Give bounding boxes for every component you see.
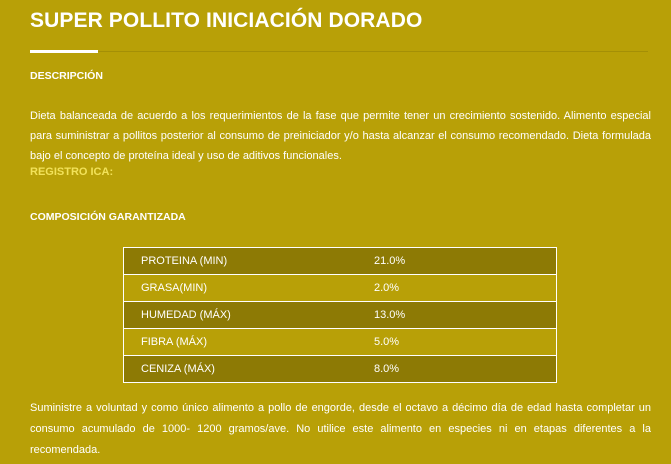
table-row: GRASA(MIN) 2.0% [124, 274, 556, 301]
description-text: Dieta balanceada de acuerdo a los requer… [30, 110, 651, 162]
nutrient-name: GRASA(MIN) [141, 282, 207, 294]
table-row: PROTEINA (MIN) 21.0% [124, 248, 556, 274]
registro-ica-label: REGISTRO ICA: [30, 166, 114, 178]
title-underline-accent [30, 50, 98, 53]
description-heading: DESCRIPCIÓN [30, 70, 103, 82]
nutrient-name: CENIZA (MÁX) [141, 363, 215, 375]
table-row: FIBRA (MÁX) 5.0% [124, 328, 556, 355]
nutrient-value: 8.0% [374, 363, 400, 375]
nutrient-value: 13.0% [374, 309, 406, 321]
usage-instructions: Suministre a voluntad y como único alime… [30, 402, 651, 456]
nutrient-value: 5.0% [374, 336, 400, 348]
nutrient-name: HUMEDAD (MÁX) [141, 309, 231, 321]
nutrient-value: 2.0% [374, 282, 400, 294]
table-row: HUMEDAD (MÁX) 13.0% [124, 301, 556, 328]
title-divider [30, 51, 648, 52]
composition-heading: COMPOSICIÓN GARANTIZADA [30, 211, 186, 223]
product-title: SUPER POLLITO INICIACIÓN DORADO [30, 9, 423, 32]
table-row: CENIZA (MÁX) 8.0% [124, 355, 556, 382]
nutrient-value: 21.0% [374, 255, 406, 267]
nutrient-name: PROTEINA (MIN) [141, 255, 228, 267]
composition-table: PROTEINA (MIN) 21.0% GRASA(MIN) 2.0% HUM… [123, 247, 557, 383]
nutrient-name: FIBRA (MÁX) [141, 336, 208, 348]
